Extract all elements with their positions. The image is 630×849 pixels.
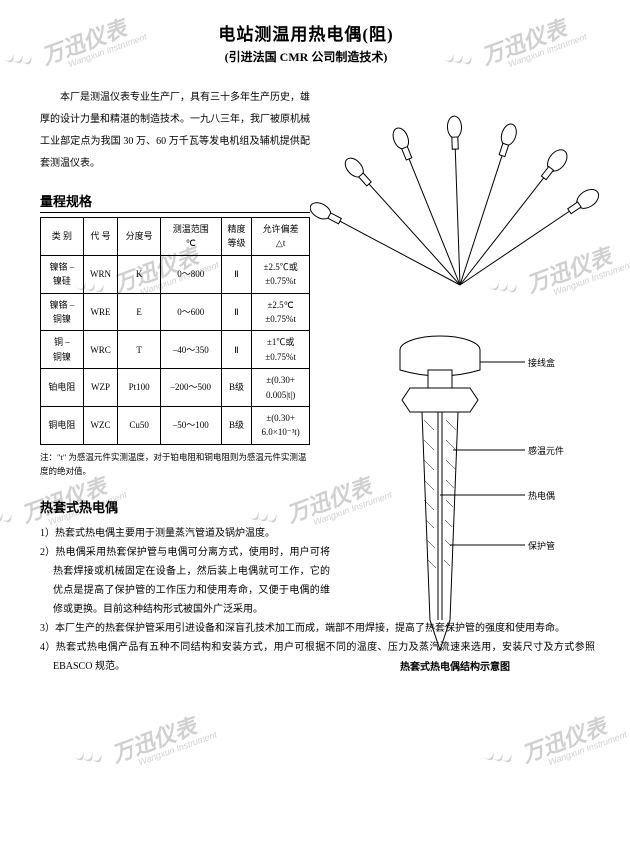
col-range: 测温范围 ℃ — [160, 218, 221, 256]
section-head-spec: 量程规格 — [40, 191, 310, 213]
table-cell: ±(0.30+ 0.005|t|) — [252, 369, 310, 407]
table-cell: Ⅱ — [221, 331, 252, 369]
table-cell: ±2.5℃ ±0.75%t — [252, 293, 310, 331]
section-head-thermocouple: 热套式热电偶 — [40, 497, 602, 516]
table-note: 注："t" 为感温元件实测温度，对于铂电阻和铜电阻则为感温元件实测温度的绝对值。 — [40, 450, 310, 479]
table-cell: Cu50 — [118, 406, 161, 444]
table-cell: 铂电阻 — [41, 369, 84, 407]
list-item: 1）热套式热电偶主要用于测量蒸汽管道及锅炉温度。 — [40, 524, 310, 543]
table-cell: Ⅱ — [221, 255, 252, 293]
table-cell: E — [118, 293, 161, 331]
watermark: 万迅仪表Wangxun Instrument — [107, 703, 219, 775]
col-grad: 分度号 — [118, 218, 161, 256]
col-class: 精度 等级 — [221, 218, 252, 256]
spec-table: 类 别 代 号 分度号 测温范围 ℃ 精度 等级 允许偏差 △t 镍铬 – 镍硅… — [40, 217, 310, 445]
table-row: 镍铬 – 铜镍WREE0～600Ⅱ±2.5℃ ±0.75%t — [41, 293, 310, 331]
table-cell: 铜 – 铜镍 — [41, 331, 84, 369]
list-item: 2）热电偶采用热套保护管与电偶可分离方式，使用时，用户可将热套焊接或机械固定在设… — [40, 543, 330, 619]
table-cell: B级 — [221, 406, 252, 444]
table-cell: 0～800 — [160, 255, 221, 293]
page-title: 电站测温用热电偶(阻) — [10, 20, 602, 45]
table-cell: WRE — [83, 293, 118, 331]
intro-paragraph: 本厂是测温仪表专业生产厂，具有三十多年生产历史，雄厚的设计力量和精湛的制造技术。… — [40, 87, 310, 175]
table-cell: WZP — [83, 369, 118, 407]
page-subtitle: (引进法国 CMR 公司制造技术) — [10, 48, 602, 65]
table-cell: Ⅱ — [221, 293, 252, 331]
table-cell: 0～600 — [160, 293, 221, 331]
table-cell: B级 — [221, 369, 252, 407]
table-cell: –50～100 — [160, 406, 221, 444]
table-cell: K — [118, 255, 161, 293]
body-list: 1）热套式热电偶主要用于测量蒸汽管道及锅炉温度。 2）热电偶采用热套保护管与电偶… — [40, 524, 595, 676]
table-cell: 铜电阻 — [41, 406, 84, 444]
table-cell: WRN — [83, 255, 118, 293]
col-tol: 允许偏差 △t — [252, 218, 310, 256]
table-cell: 镍铬 – 铜镍 — [41, 293, 84, 331]
col-type: 类 别 — [41, 218, 84, 256]
list-item: 3）本厂生产的热套保护管采用引进设备和深盲孔技术加工而成，端部不用焊接，提高了热… — [40, 619, 595, 638]
table-cell: T — [118, 331, 161, 369]
watermark: 万迅仪表Wangxun Instrument — [517, 703, 629, 775]
table-cell: –200～500 — [160, 369, 221, 407]
table-cell: ±1℃或 ±0.75%t — [252, 331, 310, 369]
table-row: 镍铬 – 镍硅WRNK0～800Ⅱ±2.5℃或 ±0.75%t — [41, 255, 310, 293]
table-cell: ±2.5℃或 ±0.75%t — [252, 255, 310, 293]
table-row: 铂电阻WZPPt100–200～500B级±(0.30+ 0.005|t|) — [41, 369, 310, 407]
title-block: 电站测温用热电偶(阻) (引进法国 CMR 公司制造技术) — [10, 20, 602, 65]
table-cell: WRC — [83, 331, 118, 369]
table-row: 铜 – 铜镍WRCT–40～350Ⅱ±1℃或 ±0.75%t — [41, 331, 310, 369]
table-row: 铜电阻WZCCu50–50～100B级±(0.30+ 6.0×10⁻³t) — [41, 406, 310, 444]
table-cell: Pt100 — [118, 369, 161, 407]
list-item: 4）热套式热电偶产品有五种不同结构和安装方式，用户可根据不同的温度、压力及蒸汽流… — [40, 638, 595, 676]
table-cell: ±(0.30+ 6.0×10⁻³t) — [252, 406, 310, 444]
col-code: 代 号 — [83, 218, 118, 256]
table-cell: –40～350 — [160, 331, 221, 369]
table-cell: WZC — [83, 406, 118, 444]
table-cell: 镍铬 – 镍硅 — [41, 255, 84, 293]
